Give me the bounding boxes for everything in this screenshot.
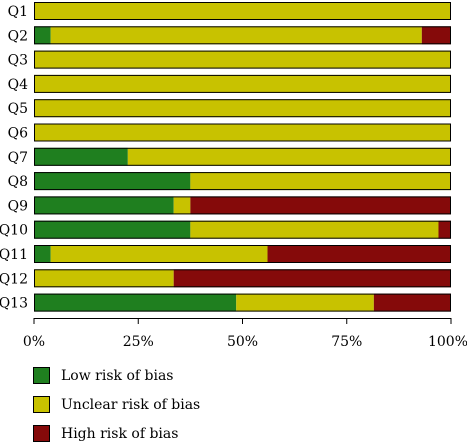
bar-q4-unclear — [34, 74, 451, 93]
bar-q12-high — [173, 269, 451, 288]
bar-outline-q7 — [34, 147, 451, 166]
bar-outline-q5 — [34, 99, 451, 118]
category-label-q11: Q11 — [0, 247, 28, 263]
category-label-q6: Q6 — [8, 126, 28, 142]
legend-swatch-unclear — [33, 396, 50, 413]
bar-outline-q6 — [34, 123, 451, 142]
bar-q1-unclear — [34, 2, 451, 20]
category-label-q5: Q5 — [8, 101, 28, 117]
bar-q11-high — [267, 245, 451, 263]
bar-q11-low — [34, 245, 51, 263]
category-labels: Q1 Q2 Q3 Q4 Q5 Q6 Q7 Q8 Q9 Q10 Q11 Q12 Q13 — [0, 4, 28, 312]
bar-q8-low — [34, 172, 191, 191]
bar-q3-unclear — [34, 50, 451, 69]
legend-label-high: High risk of bias — [61, 426, 179, 442]
category-label-q7: Q7 — [8, 150, 28, 166]
category-label-q8: Q8 — [8, 174, 28, 190]
x-tick-label: 25% — [123, 334, 154, 350]
bar-q2-low — [34, 26, 51, 45]
legend-label-low: Low risk of bias — [61, 368, 174, 384]
risk-of-bias-chart: Q1 Q2 Q3 Q4 Q5 Q6 Q7 Q8 Q9 Q10 Q11 Q12 Q13 0% 25% 50% 7… — [0, 2, 467, 350]
bar-q8-unclear — [190, 172, 451, 191]
bar-q9-high — [190, 196, 451, 215]
bar-q2-unclear — [50, 26, 422, 45]
bar-outline-q12 — [34, 269, 451, 288]
category-label-q10: Q10 — [0, 223, 28, 239]
bar-outline-q13 — [34, 293, 451, 312]
legend-item-unclear: Unclear risk of bias — [33, 396, 333, 416]
bar-q10-low — [34, 220, 191, 239]
category-label-q4: Q4 — [8, 77, 28, 93]
bar-outline-q9 — [34, 196, 451, 215]
legend-swatch-high — [33, 425, 50, 442]
x-ticks-group: 0% 25% 50% 75% 100% — [23, 318, 467, 350]
bar-q13-low — [34, 293, 237, 312]
bar-q2-high — [421, 26, 451, 45]
bar-q13-unclear — [236, 293, 374, 312]
bar-q5-unclear — [34, 99, 451, 118]
category-label-q2: Q2 — [8, 28, 28, 44]
legend-item-high: High risk of bias — [33, 425, 333, 445]
bar-q12-unclear — [34, 269, 174, 288]
bar-outline-q10 — [34, 220, 451, 239]
category-label-q12: Q12 — [0, 271, 28, 287]
bar-q11-unclear — [50, 245, 268, 263]
bar-outline-q11 — [34, 245, 451, 263]
legend-label-unclear: Unclear risk of bias — [61, 397, 201, 413]
x-tick-label: 0% — [23, 334, 45, 350]
legend-item-low: Low risk of bias — [33, 367, 333, 387]
bar-q7-low — [34, 147, 128, 166]
category-label-q3: Q3 — [8, 53, 28, 69]
bars-group — [34, 2, 451, 312]
bar-q13-high — [373, 293, 451, 312]
bar-outline-q4 — [34, 74, 451, 93]
category-label-q13: Q13 — [0, 296, 28, 312]
bar-q10-high — [438, 220, 451, 239]
category-label-q9: Q9 — [8, 198, 28, 214]
bar-q7-unclear — [127, 147, 451, 166]
bar-outline-q3 — [34, 50, 451, 69]
bar-outline-q8 — [34, 172, 451, 191]
bar-q9-low — [34, 196, 174, 215]
bar-outline-q1 — [34, 2, 451, 20]
x-tick-label: 100% — [428, 334, 467, 350]
bar-outline-q2 — [34, 26, 451, 45]
bar-q6-unclear — [34, 123, 451, 142]
bar-q10-unclear — [190, 220, 439, 239]
bar-q9-unclear — [173, 196, 191, 215]
x-tick-label: 75% — [331, 334, 362, 350]
category-label-q1: Q1 — [8, 4, 28, 20]
x-tick-label: 50% — [227, 334, 258, 350]
legend-swatch-low — [33, 367, 50, 384]
